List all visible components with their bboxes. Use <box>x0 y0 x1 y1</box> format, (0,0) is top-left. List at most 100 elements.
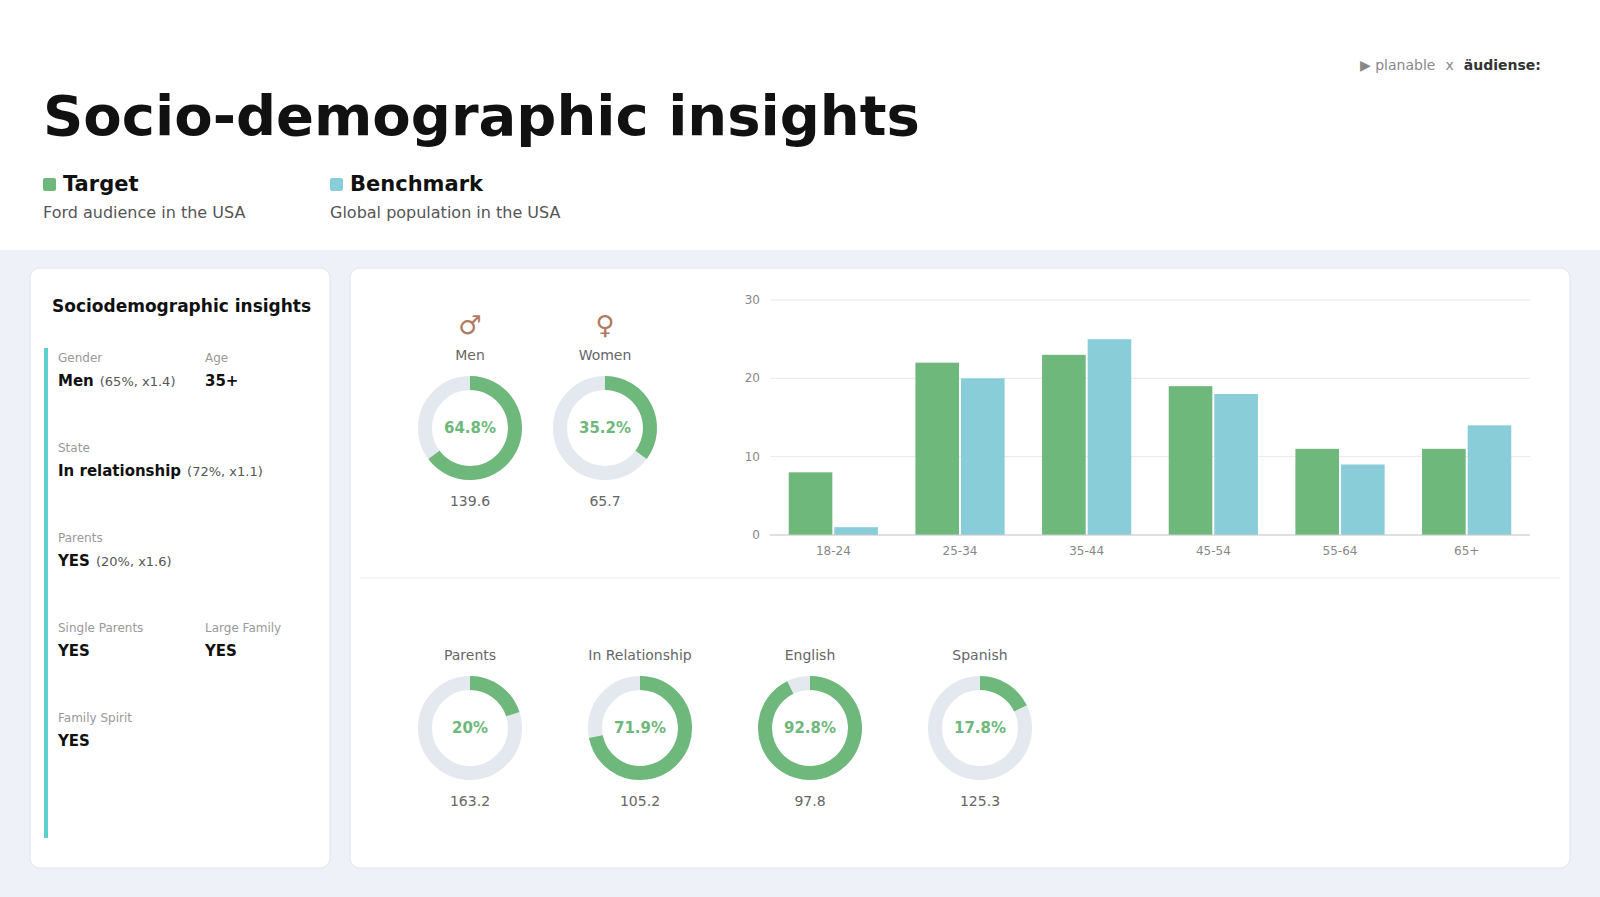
brand-text: x <box>1445 57 1453 73</box>
bar <box>1214 394 1258 535</box>
sidebar-label: Parents <box>58 531 103 545</box>
donut-arc <box>765 683 855 773</box>
sidebar-title: Sociodemographic insights <box>52 296 311 316</box>
brand-text: äudiense: <box>1464 57 1541 73</box>
donut-track <box>425 383 515 473</box>
donut-label: 71.9% <box>614 719 666 737</box>
x-axis <box>770 535 1530 536</box>
donut-title: In Relationship <box>588 647 692 663</box>
donut-index: 163.2 <box>450 793 490 809</box>
sidebar-label: Large Family <box>205 621 281 635</box>
donut-icon: ♂ <box>458 310 481 340</box>
donut-title: Parents <box>444 647 496 663</box>
header-background <box>0 0 1600 250</box>
donut-index: 97.8 <box>794 793 825 809</box>
bar <box>1042 355 1086 535</box>
donut: 35.2% Women ♀ 65.7 <box>560 310 650 509</box>
bar <box>1468 425 1512 535</box>
donut-title: Women <box>579 347 632 363</box>
legend-swatch <box>330 178 343 191</box>
sidebar-accent <box>44 348 48 838</box>
sidebar-label: Age <box>205 351 228 365</box>
title: Socio-demographic insights <box>43 83 920 148</box>
sidebar-note: (65%, x1.4) <box>100 374 176 389</box>
grid-line <box>770 535 1530 536</box>
donut-label: 35.2% <box>579 419 631 437</box>
grid-line <box>770 300 1530 301</box>
x-tick-label: 35-44 <box>1069 544 1104 558</box>
donut-arc <box>596 683 685 773</box>
sidebar-value: YES <box>57 732 90 750</box>
donut: 71.9% In Relationship 105.2 <box>588 647 692 809</box>
legend-note: Ford audience in the USA <box>43 203 245 222</box>
bar <box>789 472 833 535</box>
sidebar-value: In relationship <box>58 462 181 480</box>
sidebar-label: State <box>58 441 90 455</box>
legend-label: Target <box>63 172 138 196</box>
bar <box>1341 465 1385 536</box>
body-background <box>0 250 1600 897</box>
sidebar-note: (72%, x1.1) <box>187 464 263 479</box>
main-card <box>350 268 1570 868</box>
donut: 64.8%Men♂139.6 <box>425 310 515 509</box>
donut-label: 17.8% <box>954 719 1006 737</box>
sidebar-value: Men <box>58 372 94 390</box>
sidebar-value: YES <box>57 642 90 660</box>
donut-index: 139.6 <box>450 493 490 509</box>
donut-index: 105.2 <box>620 793 660 809</box>
legend-label: Benchmark <box>350 172 484 196</box>
donut-arc <box>980 683 1020 708</box>
donut-arc <box>434 383 515 473</box>
sidebar-label: Gender <box>58 351 102 365</box>
donut-title: English <box>785 647 836 663</box>
donut-track <box>425 683 515 773</box>
y-tick-label: 0 <box>752 528 760 542</box>
sidebar-card <box>30 268 330 868</box>
donut-arc <box>470 683 513 714</box>
bar <box>1295 449 1339 535</box>
donut: 17.8% Spanish 125.3 <box>935 647 1025 809</box>
donut-label: 92.8% <box>784 719 836 737</box>
sidebar-value: YES <box>57 552 90 570</box>
y-tick-label: 10 <box>745 450 760 464</box>
x-tick-label: 25-34 <box>943 544 978 558</box>
bar <box>1422 449 1466 535</box>
bar <box>915 363 959 535</box>
donut-track <box>560 383 650 473</box>
card-divider <box>360 578 1560 579</box>
brand-text: ▶ planable <box>1360 57 1435 73</box>
donut-index: 125.3 <box>960 793 1000 809</box>
y-tick-label: 20 <box>745 371 760 385</box>
sidebar-value: 35+ <box>205 372 238 390</box>
donut-index: 65.7 <box>589 493 620 509</box>
x-tick-label: 55-64 <box>1323 544 1358 558</box>
bar <box>1088 339 1132 535</box>
sidebar-note: (20%, x1.6) <box>96 554 172 569</box>
grid-line <box>770 378 1530 379</box>
bar <box>961 378 1005 535</box>
sidebar-label: Family Spirit <box>58 711 132 725</box>
donut-track <box>935 683 1025 773</box>
x-tick-label: 18-24 <box>816 544 851 558</box>
bar-chart: 0 10 20 30 18-24 25-34 35-44 45-54 55-64 65+ <box>745 293 1530 558</box>
legend-swatch <box>43 178 56 191</box>
sidebar-label: Single Parents <box>58 621 143 635</box>
legend-note: Global population in the USA <box>330 203 561 222</box>
donut-label: 64.8% <box>444 419 496 437</box>
donut-title: Spanish <box>952 647 1007 663</box>
donut-track <box>595 683 685 773</box>
x-tick-label: 45-54 <box>1196 544 1231 558</box>
donut: 20% Parents 163.2 <box>425 647 515 809</box>
page: Socio-demographic insights ▶ planable xäud… <box>0 0 1600 897</box>
bar <box>1169 386 1213 535</box>
bar <box>834 527 878 535</box>
donut-icon: ♀ <box>595 310 614 340</box>
y-tick-label: 30 <box>745 293 760 307</box>
donut: 92.8% English 97.8 <box>765 647 855 809</box>
bars <box>789 339 1512 535</box>
x-tick-label: 65+ <box>1454 544 1479 558</box>
donut-track <box>765 683 855 773</box>
grid-line <box>770 456 1530 457</box>
sidebar-value: YES <box>204 642 237 660</box>
donut-label: 20% <box>452 719 488 737</box>
